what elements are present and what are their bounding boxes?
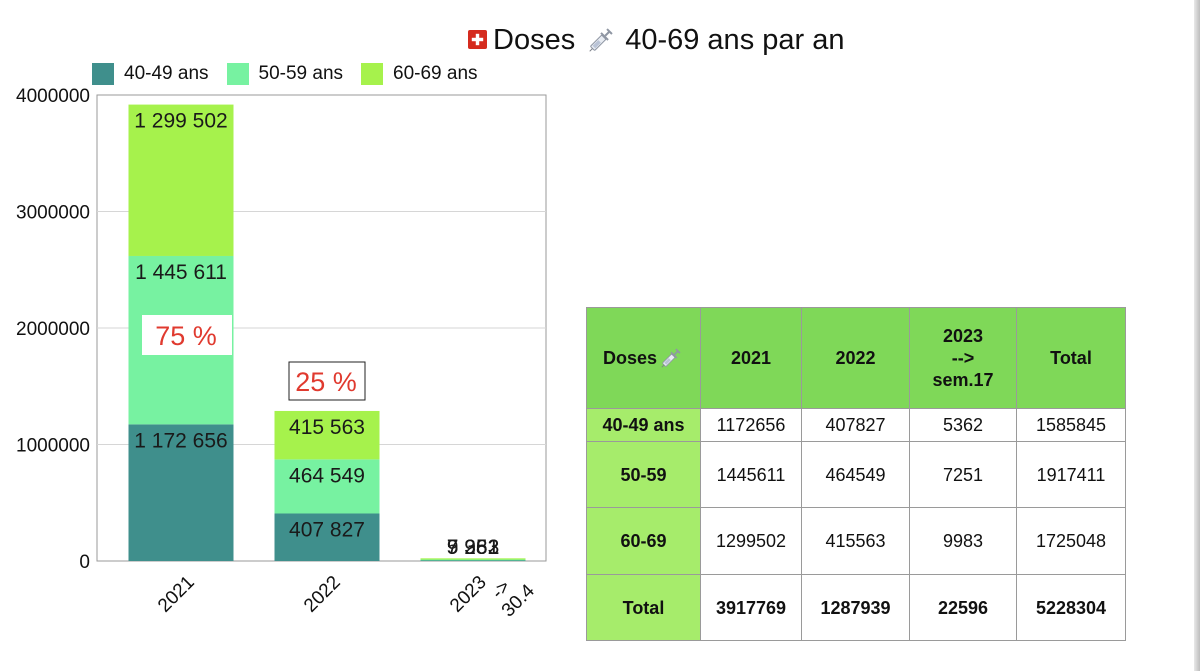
x-tick-label: 2021 xyxy=(154,572,199,617)
table-row-label: 50-59 xyxy=(586,441,701,508)
legend-item: 50-59 ans xyxy=(226,63,344,85)
table-cell: 5362 xyxy=(909,408,1017,442)
y-tick-label: 2000000 xyxy=(16,319,90,340)
table-header-doses: Doses xyxy=(586,307,701,409)
table-cell: 464549 xyxy=(801,441,910,508)
table-cell: 9983 xyxy=(909,507,1017,575)
table-row-label: 40-49 ans xyxy=(586,408,701,442)
legend-label: 40-49 ans xyxy=(124,63,209,84)
syringe-icon xyxy=(661,348,681,368)
doses-table: Doses 2021 2022 2023 --> sem xyxy=(586,307,1126,641)
y-tick-label: 3000000 xyxy=(16,203,90,224)
data-label: 5 362 xyxy=(447,536,500,559)
x-tick-label-line: 2023 xyxy=(446,572,491,617)
title-prefix: Doses xyxy=(493,23,576,56)
table-row: 60-69 1299502 415563 9983 1725048 xyxy=(586,507,1126,575)
table-header-row: Doses 2021 2022 2023 --> sem xyxy=(586,307,1126,409)
data-label: 1 172 656 xyxy=(134,429,227,452)
bar-segment xyxy=(274,513,380,561)
table-cell: 1299502 xyxy=(700,507,802,575)
data-label: 464 549 xyxy=(289,464,365,487)
window-edge xyxy=(1194,0,1200,671)
data-label: 407 827 xyxy=(289,518,365,541)
data-label: 1 445 611 xyxy=(135,261,227,284)
y-tick-label: 1000000 xyxy=(16,436,90,457)
bar-segment xyxy=(128,104,234,256)
title-suffix: 40-69 ans par an xyxy=(625,23,845,56)
legend-swatch xyxy=(361,63,384,85)
table-column-header: Total xyxy=(1016,307,1126,409)
bar-segment xyxy=(128,424,234,561)
table-row: 50-59 1445611 464549 7251 1917411 xyxy=(586,441,1126,508)
table-header-doses-label: Doses xyxy=(602,348,658,368)
data-label: 7 251 xyxy=(447,536,500,559)
legend-item: 40-49 ans xyxy=(92,63,209,85)
legend-item: 60-69 ans xyxy=(361,63,478,85)
table-total-row: Total 3917769 1287939 22596 5228304 xyxy=(586,574,1126,641)
legend-swatch xyxy=(92,63,114,85)
bar-segment xyxy=(274,459,380,514)
bar-segment xyxy=(274,410,380,460)
table-cell: 5228304 xyxy=(1016,574,1126,641)
annotation-background xyxy=(142,315,232,355)
y-tick-label: 4000000 xyxy=(16,86,90,107)
table-row: 40-49 ans 1172656 407827 5362 1585845 xyxy=(586,408,1126,442)
bar-segment xyxy=(420,558,526,560)
table-cell: 1445611 xyxy=(700,441,802,508)
percent-annotation: 25 % xyxy=(295,367,357,397)
swiss-flag-icon xyxy=(468,29,487,49)
legend-swatch xyxy=(226,63,249,85)
table-cell: 415563 xyxy=(801,507,910,575)
table-row-label: Total xyxy=(586,574,701,641)
legend-label: 50-59 ans xyxy=(258,63,344,84)
table-cell: 1917411 xyxy=(1016,441,1126,508)
table-cell: 7251 xyxy=(909,441,1017,508)
table-row-label: 60-69 xyxy=(586,507,701,575)
table-column-header: 2023 --> sem.17 xyxy=(909,307,1017,409)
table-cell: 1172656 xyxy=(700,408,802,442)
table-column-header: 2022 xyxy=(801,307,910,409)
x-tick-label: 2022 xyxy=(300,572,345,617)
table-cell: 1287939 xyxy=(801,574,910,641)
chart-title: Doses 40-69 ans par an xyxy=(468,20,844,60)
bar-segment xyxy=(420,559,526,561)
table-cell: 3917769 xyxy=(700,574,802,641)
table-cell: 22596 xyxy=(909,574,1017,641)
syringe-icon xyxy=(589,28,613,52)
table-cell: 1725048 xyxy=(1016,507,1126,575)
chart-legend: 40-49 ans 50-59 ans 60-69 ans xyxy=(92,61,496,87)
x-tick-label-line: 2021 xyxy=(154,572,199,617)
data-label: 9 983 xyxy=(447,536,500,559)
table-cell: 407827 xyxy=(801,408,910,442)
table-cell: 1585845 xyxy=(1016,408,1126,442)
x-tick-label-line: 2022 xyxy=(300,572,345,617)
bar-segment xyxy=(420,559,526,561)
annotation-box xyxy=(288,361,366,401)
legend-label: 60-69 ans xyxy=(393,63,478,84)
data-label: 1 299 502 xyxy=(134,110,227,133)
x-tick-label: 2023->30.4 xyxy=(446,572,539,621)
data-label: 415 563 xyxy=(289,416,365,439)
table-column-header: 2021 xyxy=(700,307,802,409)
percent-annotation: 75 % xyxy=(155,321,217,351)
y-tick-label: 0 xyxy=(79,552,90,573)
